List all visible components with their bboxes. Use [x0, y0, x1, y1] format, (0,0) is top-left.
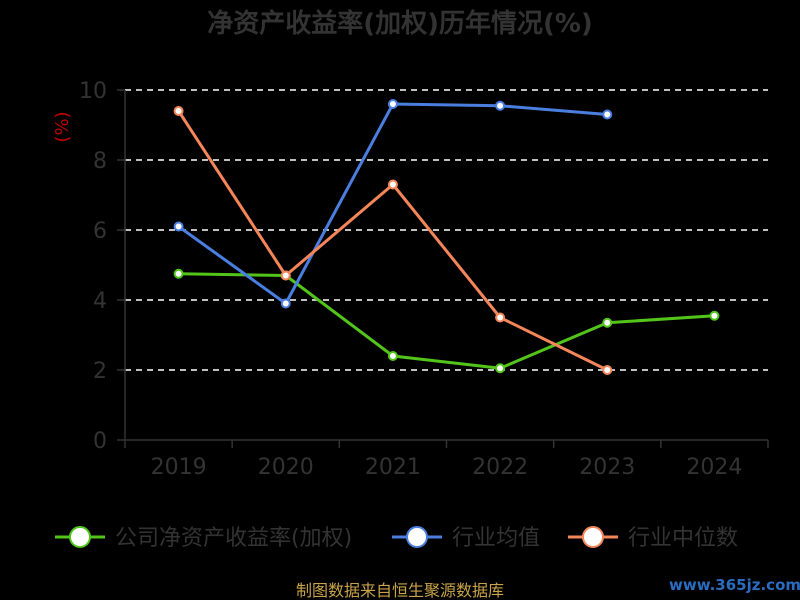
- y-tick-label: 10: [79, 79, 107, 104]
- chart-title: 净资产收益率(加权)历年情况(%): [207, 8, 593, 39]
- legend-marker: [406, 526, 428, 548]
- series-line-0: [178, 272, 715, 370]
- legend[interactable]: 公司净资产收益率(加权) 行业均值 行业中位数: [55, 526, 738, 551]
- data-point: [709, 310, 720, 321]
- axes: 0 2 4 6 8 10 2019 2020 2021 2022 2023 2024: [79, 79, 769, 480]
- data-point: [173, 106, 184, 116]
- data-point: [495, 312, 506, 323]
- data-point: [173, 221, 184, 232]
- x-tick-label: 2019: [151, 455, 207, 480]
- data-point: [495, 100, 506, 111]
- x-tick-label: 2021: [365, 455, 421, 480]
- x-tick-label: 2023: [579, 455, 635, 480]
- y-tick-label: 6: [93, 219, 107, 244]
- legend-marker: [582, 526, 604, 548]
- data-point: [173, 268, 184, 279]
- y-tick-label: 4: [93, 289, 107, 314]
- series-layer: [173, 99, 720, 375]
- data-point: [602, 109, 613, 120]
- grid-lines: [125, 89, 768, 371]
- legend-label: 行业中位数: [628, 526, 738, 551]
- x-tick-label: 2024: [686, 455, 742, 480]
- data-point: [387, 351, 398, 361]
- legend-label: 行业均值: [452, 526, 540, 551]
- source-note: 制图数据来自恒生聚源数据库: [296, 581, 504, 600]
- y-tick-label: 8: [93, 149, 107, 174]
- data-point: [602, 317, 613, 328]
- series-line-1: [177, 102, 608, 305]
- data-point: [387, 99, 398, 109]
- data-point: [387, 179, 398, 190]
- data-point: [280, 270, 291, 281]
- series-line-2: [177, 110, 608, 372]
- data-point: [280, 298, 291, 309]
- x-tick-label: 2020: [258, 455, 314, 480]
- y-tick-label: 2: [93, 359, 107, 384]
- watermark: www.365jz.com: [669, 576, 800, 594]
- y-tick-label: 0: [93, 429, 107, 454]
- data-point: [495, 363, 506, 374]
- x-tick-label: 2022: [472, 455, 528, 480]
- legend-label: 公司净资产收益率(加权): [115, 526, 352, 551]
- legend-marker: [69, 526, 91, 548]
- y-unit-label: (%): [52, 111, 73, 142]
- data-point: [602, 365, 613, 375]
